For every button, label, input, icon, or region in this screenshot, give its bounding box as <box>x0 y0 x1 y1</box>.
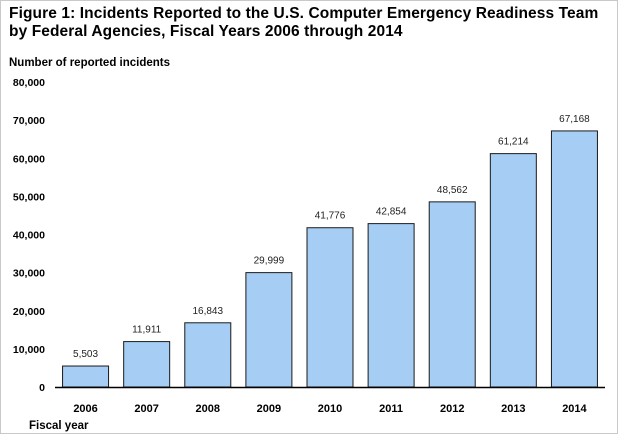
bars <box>62 130 598 388</box>
y-tick-label: 70,000 <box>13 115 45 127</box>
y-tick-label: 0 <box>39 382 45 394</box>
bar-value-label: 11,911 <box>132 325 162 336</box>
y-tick-label: 40,000 <box>13 230 45 242</box>
bar-2008 <box>184 322 232 388</box>
x-tick-label: 2007 <box>134 403 158 415</box>
bar-value-label: 16,843 <box>192 306 223 317</box>
x-tick-label: 2009 <box>257 403 281 415</box>
bar-2014 <box>550 130 598 388</box>
bar-2007 <box>123 341 171 388</box>
bar-value-labels: 5,503 11,911 16,843 29,999 41,776 42,854 48,56… <box>73 114 590 360</box>
chart-title: Figure 1: Incidents Reported to the U.S.… <box>9 5 599 40</box>
bar-value-label: 67,168 <box>559 114 590 125</box>
y-tick-label: 20,000 <box>13 306 45 318</box>
x-tick-label: 2011 <box>379 403 403 415</box>
bar-2010 <box>306 227 354 388</box>
y-tick-label: 80,000 <box>13 77 45 89</box>
x-tick-label: 2010 <box>318 403 342 415</box>
x-tick-label: 2008 <box>196 403 220 415</box>
y-axis-ticks: 0 10,000 20,000 30,000 40,000 50,000 60,000 70,… <box>13 77 45 394</box>
bar-value-label: 48,562 <box>437 185 468 196</box>
bar-value-label: 61,214 <box>498 137 529 148</box>
y-axis-label: Number of reported incidents <box>9 57 171 69</box>
bar-2009 <box>245 272 293 388</box>
bar-2012 <box>428 201 476 388</box>
x-tick-label: 2006 <box>73 403 97 415</box>
y-tick-label: 60,000 <box>13 153 45 165</box>
y-tick-label: 50,000 <box>13 191 45 203</box>
bar-2011 <box>367 223 415 388</box>
x-tick-label: 2013 <box>501 403 525 415</box>
bar-2013 <box>489 153 537 388</box>
y-tick-label: 10,000 <box>13 344 45 356</box>
x-tick-label: 2012 <box>440 403 464 415</box>
bar-value-label: 5,503 <box>73 349 98 360</box>
y-tick-label: 30,000 <box>13 268 45 280</box>
bar-value-label: 42,854 <box>376 207 407 218</box>
x-axis-label: Fiscal year <box>29 420 89 432</box>
bar-value-label: 29,999 <box>254 256 285 267</box>
bar-value-label: 41,776 <box>315 211 346 222</box>
x-axis-ticks: 2006 2007 2008 2009 2010 2011 2012 2013 2014 <box>73 403 587 415</box>
bar-2006 <box>62 365 110 388</box>
x-tick-label: 2014 <box>562 403 587 415</box>
